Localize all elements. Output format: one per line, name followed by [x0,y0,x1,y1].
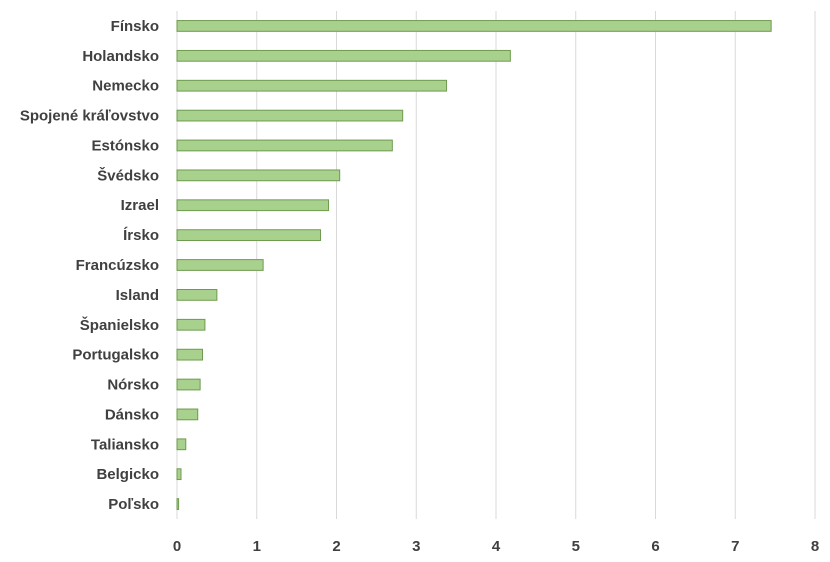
x-tick-label: 8 [811,538,819,555]
category-label: Švédsko [97,166,159,184]
category-label: Dánsko [105,406,159,423]
bar [176,318,206,331]
category-label: Spojené kráľovstvo [20,108,159,125]
bar [176,408,199,421]
category-label: Portugalsko [72,347,159,364]
category-label: Taliansko [91,436,159,453]
x-tick-label: 1 [253,538,261,555]
bar [176,139,393,152]
category-label: Nemecko [92,78,159,95]
bar [176,109,404,122]
category-label: Estónsko [91,137,159,154]
category-label: Izrael [121,197,159,214]
bar [176,169,341,182]
category-label: Poľsko [108,496,159,513]
category-label: Fínsko [111,18,159,35]
x-tick-label: 3 [412,538,420,555]
category-label: Španielsko [80,316,159,334]
category-label: Francúzsko [76,257,159,274]
category-label: Holandsko [82,48,159,65]
x-tick-label: 5 [572,538,580,555]
bar [176,438,187,451]
category-labels: Fínsko Holandsko Nemecko Spojené kráľovstvo… [20,18,159,513]
category-label: Írsko [123,227,159,244]
bar [176,348,204,361]
bar [176,378,201,391]
bar [176,468,182,481]
bars [176,20,772,510]
category-label: Island [116,287,159,304]
x-axis-tick-labels: 0 1 2 3 4 5 6 7 8 [173,538,819,555]
bar [176,20,772,32]
x-tick-label: 4 [492,538,501,555]
category-label: Belgicko [96,466,159,483]
x-tick-label: 6 [651,538,659,555]
bar [176,229,322,241]
bar [176,49,511,62]
bar [176,199,330,212]
bar [176,498,180,510]
category-label: Nórsko [107,377,159,394]
bar [176,289,218,301]
x-tick-label: 2 [332,538,340,555]
bar [176,79,448,92]
x-tick-label: 7 [731,538,739,555]
bar [176,259,264,271]
x-tick-label: 0 [173,538,181,555]
